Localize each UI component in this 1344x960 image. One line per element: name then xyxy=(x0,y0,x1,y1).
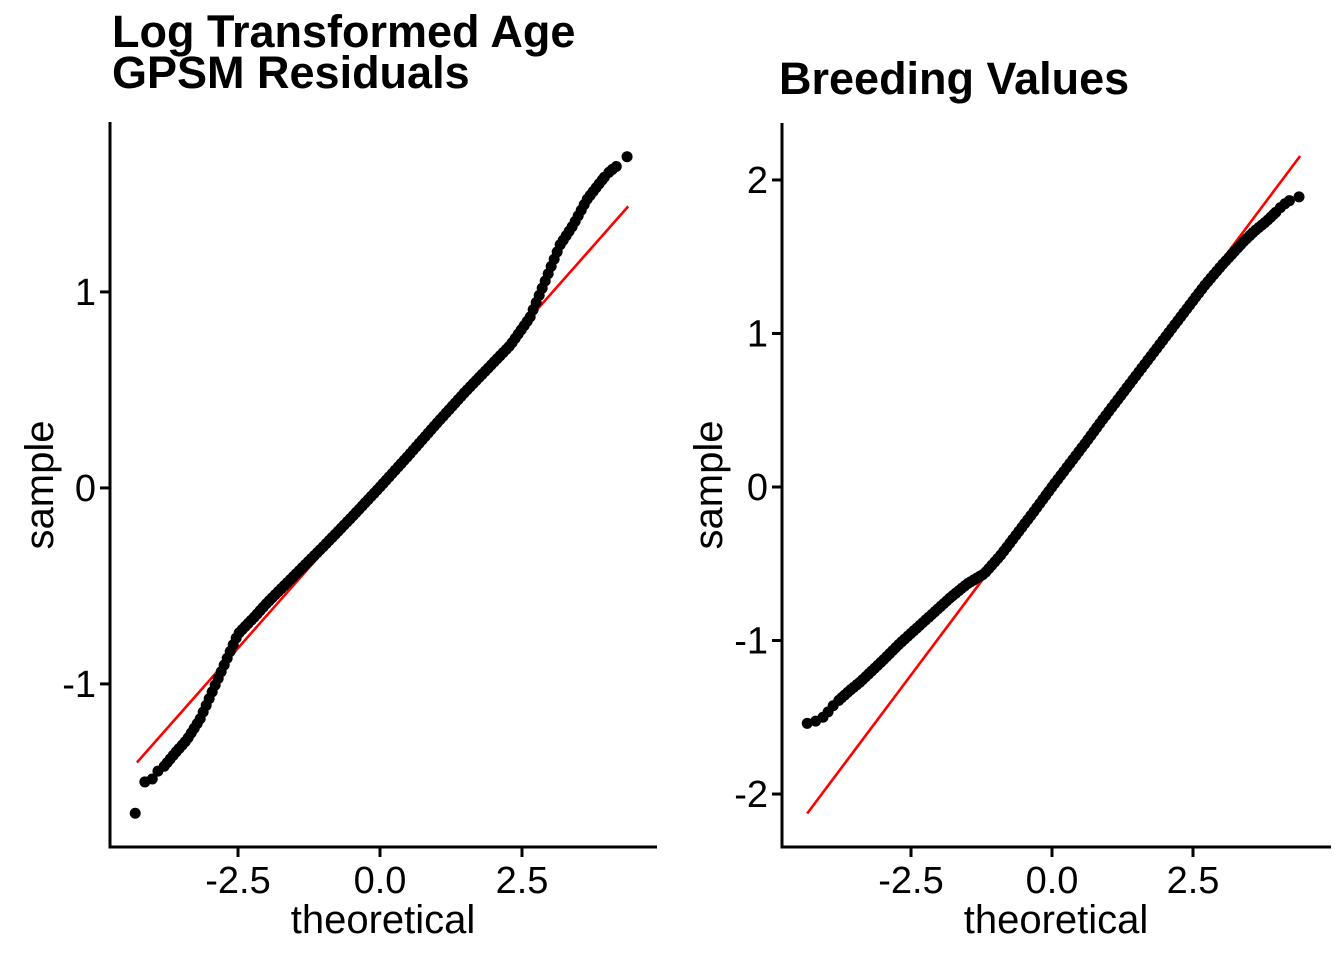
x-axis-title-left: theoretical xyxy=(291,898,476,942)
data-point-tail xyxy=(621,151,633,163)
x-axis-title-right: theoretical xyxy=(964,898,1149,942)
data-point-tail xyxy=(610,160,622,172)
x-tick-label: -2.5 xyxy=(878,860,943,902)
qq-plot-right: -2 -1 0 1 2 -2.5 0.0 2.5 xyxy=(734,123,1331,902)
y-tick-label: 1 xyxy=(747,313,768,355)
x-tick-label: 0.0 xyxy=(354,860,407,902)
data-point-tail xyxy=(1293,191,1305,203)
left-plot-title: Log Transformed Age GPSM Residuals xyxy=(112,6,576,98)
qq-plot-left: -1 0 1 -2.5 0.0 2.5 xyxy=(62,122,657,902)
y-tick-label: -1 xyxy=(734,621,768,663)
data-point-tail xyxy=(801,717,813,729)
y-tick-label: -1 xyxy=(62,664,96,706)
data-point-tail xyxy=(129,807,141,819)
x-tick-label: 2.5 xyxy=(496,860,549,902)
left-plot-title-line2: GPSM Residuals xyxy=(112,47,470,98)
y-axis-title-left: sample xyxy=(18,421,62,550)
left-plot-title-line1: Log Transformed Age xyxy=(112,6,576,57)
y-tick-label: 1 xyxy=(75,272,96,314)
right-plot-title: Breeding Values xyxy=(779,53,1130,104)
x-tick-label: 0.0 xyxy=(1026,860,1079,902)
y-tick-label: -2 xyxy=(734,774,768,816)
x-tick-label: -2.5 xyxy=(205,860,270,902)
data-point-tail xyxy=(146,773,158,785)
y-tick-label: 0 xyxy=(75,468,96,510)
y-axis-title-right: sample xyxy=(687,421,731,550)
qq-points-group xyxy=(801,191,1305,729)
x-tick-label: 2.5 xyxy=(1167,860,1220,902)
y-tick-label: 0 xyxy=(747,467,768,509)
data-point-tail xyxy=(152,765,164,777)
data-point-tail xyxy=(827,700,839,712)
qq-points-group xyxy=(129,151,633,819)
y-tick-label: 2 xyxy=(747,160,768,202)
data-point-tail xyxy=(1283,195,1295,207)
